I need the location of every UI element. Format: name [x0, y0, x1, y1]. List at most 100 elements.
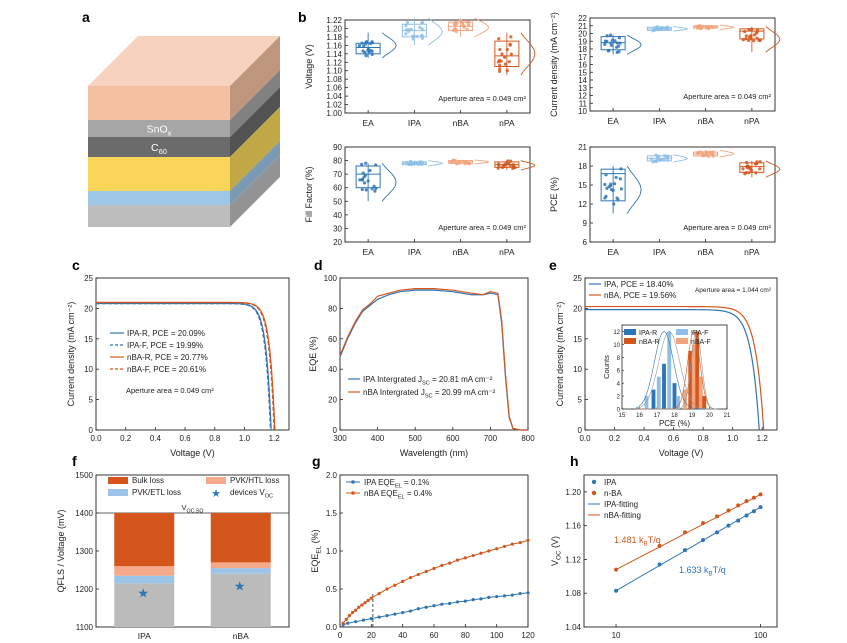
histogram-bar [651, 389, 656, 409]
y-axis-label: Voltage (V) [304, 44, 314, 89]
data-point [701, 538, 706, 543]
plot-frame [95, 277, 290, 431]
box-data-point [649, 157, 654, 161]
violin-outline [428, 160, 444, 167]
plot-frame [584, 277, 778, 431]
stack-layer-side [230, 70, 280, 137]
violin-outline [765, 26, 781, 53]
y-tick-label: 10 [578, 107, 587, 116]
jv-curve-2 [585, 305, 765, 431]
data-point [369, 596, 373, 600]
data-point [715, 530, 720, 535]
box-data-point [370, 187, 374, 191]
inset-y-tick-label: 2 [617, 395, 621, 401]
data-point [682, 530, 687, 535]
box-data-point [701, 154, 706, 158]
box-iqr [494, 40, 520, 67]
box-data-point [615, 41, 619, 45]
y-tick-label: 19 [578, 37, 587, 46]
y-tick-label: 60 [328, 335, 337, 344]
inset-x-tick-label: 19 [689, 413, 696, 419]
y-tick-label: 0 [89, 426, 94, 435]
y-tick-label: 20 [578, 30, 587, 39]
box-data-point [365, 40, 369, 44]
stack-layer-label: SnOx [147, 124, 172, 138]
x-tick-label: 800 [521, 434, 535, 443]
box-data-point [451, 159, 455, 163]
box-data-point [500, 52, 504, 56]
inset-y-tick-label: 0 [617, 408, 621, 414]
aperture-annotation: Aperture area = 0.049 cm² [126, 386, 214, 395]
data-point [448, 601, 452, 606]
legend-entry: PVK/ETL loss [132, 488, 181, 497]
box-data-point [372, 184, 376, 188]
box-data-point [658, 158, 662, 162]
data-point [479, 597, 483, 601]
legend-swatch [108, 489, 128, 496]
x-tick-label: 100 [754, 631, 768, 640]
box-data-point [364, 188, 368, 192]
violin-outline [381, 162, 397, 202]
box-data-point [498, 47, 502, 52]
violin-outline [673, 26, 689, 32]
box-data-point [618, 41, 622, 45]
data-point [440, 563, 444, 568]
data-point [502, 594, 507, 598]
device-stack-diagram: SnOx C60 [88, 36, 280, 227]
data-point [347, 614, 351, 618]
box-data-point [452, 22, 456, 26]
box-data-point [704, 152, 709, 156]
violin-outline [428, 17, 443, 46]
stacked-segment-bulk [114, 513, 175, 567]
y-tick-label: 17 [578, 53, 587, 62]
x-axis-label: Voltage (V) [659, 448, 704, 458]
box-data-point [418, 25, 422, 29]
x-tick-label: 1.2 [757, 434, 769, 443]
jv-curve-2 [96, 303, 272, 431]
y-tick-label: 1.04 [565, 623, 581, 632]
box-data-point [454, 161, 458, 165]
box-data-point [603, 196, 607, 200]
box-iqr [355, 165, 381, 189]
x-category-label: nBA [453, 247, 469, 257]
y-tick-label: 1.12 [326, 58, 342, 67]
box-data-point [747, 38, 751, 43]
data-point [518, 541, 522, 545]
legend-entry: n-BA [604, 489, 622, 498]
data-point [424, 605, 428, 609]
inset-x-tick-label: 16 [636, 413, 643, 419]
box-data-point [364, 53, 368, 58]
y-tick-label: 80 [333, 157, 342, 166]
y-tick-label: 21 [578, 22, 587, 31]
box-data-point [611, 188, 615, 193]
box-data-point [374, 163, 378, 167]
aperture-annotation: Aperture area = 0.049 cm² [683, 92, 771, 101]
y-tick-label: 1.0 [326, 547, 338, 556]
x-category-label: IPA [408, 118, 421, 128]
data-point [363, 601, 367, 605]
box-data-point [361, 171, 365, 175]
legend-marker [351, 491, 355, 495]
box-data-point [615, 50, 619, 54]
stack-layer-side [230, 87, 280, 157]
stacked-segment-bulk [210, 513, 271, 563]
inset-legend-swatch [624, 338, 636, 344]
y-tick-label: 90 [333, 143, 342, 152]
x-category-label: IPA [138, 631, 151, 641]
data-point [408, 576, 413, 580]
histogram-bar [676, 396, 680, 409]
data-point [736, 503, 741, 508]
data-point [758, 492, 763, 497]
stack-layer-front [88, 205, 230, 227]
data-point [495, 595, 499, 599]
y-tick-label: 40 [328, 365, 337, 374]
x-category-label: nPA [744, 116, 760, 126]
data-point [682, 548, 687, 553]
data-point [377, 615, 381, 619]
stacked-segment-htl [210, 562, 271, 569]
box-data-point [605, 39, 609, 43]
histogram-bar [683, 389, 687, 409]
box-data-point [464, 160, 468, 164]
box-iqr [355, 42, 381, 55]
